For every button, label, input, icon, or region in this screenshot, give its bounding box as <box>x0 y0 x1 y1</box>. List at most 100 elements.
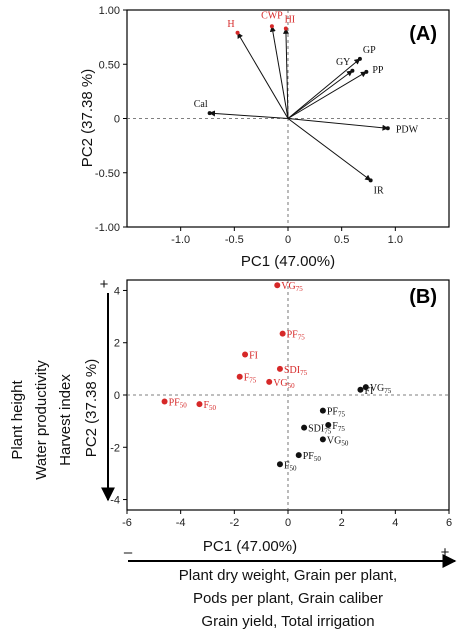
panel-b-x-tick-label: 4 <box>392 517 398 529</box>
vector-cal-label: Cal <box>194 99 208 110</box>
point-fi-red-label: FI <box>249 350 258 361</box>
panel-b-zero-lines <box>127 280 449 510</box>
panel-a-y-label: PC2 (37.38 %) <box>79 69 96 167</box>
panel-b-x-tick-label: 6 <box>446 517 452 529</box>
point-pf50-red <box>161 398 168 405</box>
vector-gp-arrow <box>287 58 361 119</box>
point-vg50-red-label: VG50 <box>273 378 295 390</box>
point-sdi75-black <box>301 424 308 431</box>
panel-b-y-tick-label: 0 <box>114 390 120 402</box>
panel-a-label: (A) <box>409 23 437 45</box>
y-plus-sign: + <box>100 276 109 293</box>
x-side-label-1: Plant dry weight, Grain per plant, <box>179 567 397 584</box>
panel-a-x-tick-label: -0.5 <box>225 234 244 246</box>
x-minus-sign: – <box>124 544 133 561</box>
vector-pdw-label: PDW <box>396 124 419 135</box>
y-side-label-2: Water productivity <box>33 360 50 480</box>
x-plus-sign: + <box>441 544 450 561</box>
vector-pdw-arrow <box>287 118 389 131</box>
point-vg75-red <box>274 282 281 289</box>
panel-b-x-tick-label: 2 <box>339 517 345 529</box>
panel-b-x-tick-label: -6 <box>122 517 132 529</box>
vector-gp-tip <box>357 56 362 61</box>
point-f50-black-label: F50 <box>284 460 297 472</box>
panel-b-x-tick-label: 0 <box>285 517 291 529</box>
point-f50-red-label: F50 <box>203 400 216 412</box>
panel-a-y-tick-label: 0.50 <box>99 59 120 71</box>
point-vg50-red <box>266 378 273 385</box>
vector-cal-tip <box>207 111 212 116</box>
panel-b-x-tick-label: -2 <box>229 517 239 529</box>
vector-ir-tip <box>368 178 373 183</box>
vector-cwp-arrow <box>269 25 289 119</box>
panel-a-x-tick-label: 1.0 <box>388 234 403 246</box>
panel-a-y-tick-label: 0 <box>114 114 120 126</box>
vector-hi-label: HI <box>285 14 296 25</box>
point-pf50-red-label: PF50 <box>169 398 188 410</box>
panel-a-vectors: H CWP HI GP GY PP Cal PDW IR <box>194 10 419 196</box>
point-fi-black-label: FI <box>364 386 373 397</box>
point-pf50-black-label: PF50 <box>303 451 322 463</box>
point-sdi75-red <box>276 365 283 372</box>
panel-b-x-tick-label: -4 <box>176 517 186 529</box>
panel-b-y-tick-label: 2 <box>114 338 120 350</box>
point-fi-black <box>357 386 364 393</box>
panel-b-y-tick-label: -2 <box>110 442 120 454</box>
x-side-label-2: Pods per plant, Grain caliber <box>193 590 383 607</box>
point-f75-red-label: F75 <box>244 373 257 385</box>
x-side-label-3: Grain yield, Total irrigation <box>201 613 374 630</box>
vector-cwp-label: CWP <box>261 10 283 21</box>
vector-gp-label: GP <box>363 45 376 56</box>
vector-h-tip <box>235 30 240 35</box>
panel-a-x-tick-label: 0.5 <box>334 234 349 246</box>
point-vg75-red-label: VG75 <box>281 281 303 293</box>
vector-pp-tip <box>364 69 369 74</box>
vector-gy-label: GY <box>336 57 350 68</box>
panel-b-y-tick-label: -4 <box>110 495 120 507</box>
y-side-label-3: Harvest index <box>57 374 74 466</box>
panel-a-y-tick-label: 1.00 <box>99 5 120 17</box>
vector-h-arrow <box>237 32 289 119</box>
point-vg50-black <box>319 436 326 443</box>
y-side-label-1: Plant height <box>9 380 26 460</box>
point-f50-black <box>276 461 283 468</box>
panel-b-x-label: PC1 (47.00%) <box>203 538 297 555</box>
point-pf75-red-label: PF75 <box>287 330 306 342</box>
vector-cal-arrow <box>209 110 289 119</box>
point-f50-red <box>196 401 203 408</box>
point-fi-red <box>242 351 249 358</box>
vector-h-label: H <box>227 19 234 30</box>
point-sdi75-red-label: SDI75 <box>284 365 308 377</box>
vector-hi-tip <box>283 26 288 31</box>
vector-hi-arrow <box>282 27 289 119</box>
point-vg50-black-label: VG50 <box>327 435 349 447</box>
panel-b-y-tick-label: 4 <box>114 285 120 297</box>
vector-pp-label: PP <box>372 65 384 76</box>
vector-cwp-tip <box>269 24 274 29</box>
vector-gy-tip <box>350 68 355 73</box>
vector-gy-arrow <box>287 70 353 119</box>
vector-pdw-tip <box>385 126 390 131</box>
panel-a-x-label: PC1 (47.00%) <box>241 253 335 270</box>
panel-a-x-tick-label: 0 <box>285 234 291 246</box>
vector-pp-arrow <box>287 71 367 119</box>
point-vg75-black <box>362 384 369 391</box>
point-f75-black <box>325 422 332 429</box>
point-f75-black-label: F75 <box>332 421 345 433</box>
point-pf75-red <box>279 330 286 337</box>
panel-a-x-tick-label: -1.0 <box>171 234 190 246</box>
point-pf50-black <box>295 452 302 459</box>
point-pf75-black-label: PF75 <box>327 407 346 419</box>
point-f75-red <box>236 373 243 380</box>
panel-b-label: (B) <box>409 286 437 308</box>
panel-a-y-tick-label: -0.50 <box>95 168 120 180</box>
vector-ir-arrow <box>287 118 372 181</box>
panel-a-y-tick-label: -1.00 <box>95 222 120 234</box>
point-pf75-black <box>319 407 326 414</box>
